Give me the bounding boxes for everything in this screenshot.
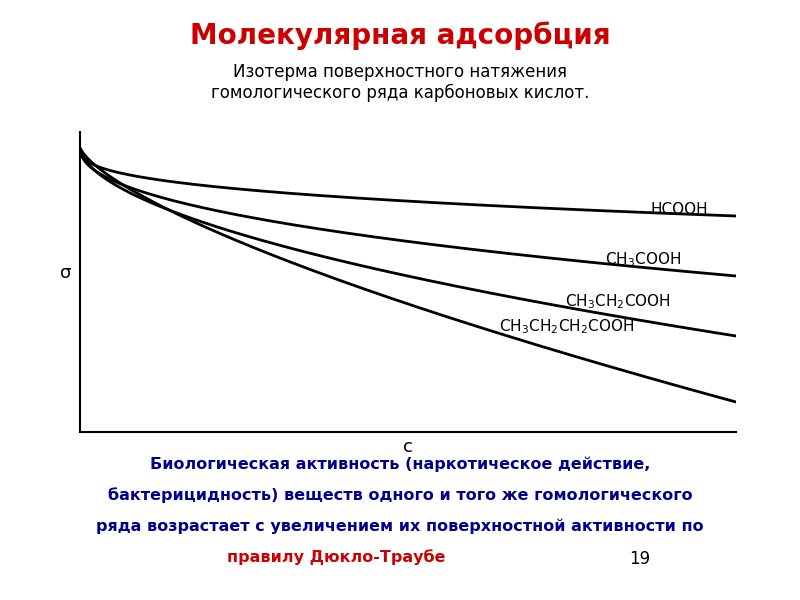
Text: ряда возрастает с увеличением их поверхностной активности по: ряда возрастает с увеличением их поверхн… [96, 518, 704, 534]
Y-axis label: σ: σ [61, 264, 72, 282]
Text: CH$_3$CH$_2$COOH: CH$_3$CH$_2$COOH [565, 292, 671, 311]
Text: Молекулярная адсорбция: Молекулярная адсорбция [190, 21, 610, 50]
Text: Изотерма поверхностного натяжения
гомологического ряда карбоновых кислот.: Изотерма поверхностного натяжения гомоло… [211, 63, 589, 102]
Text: Биологическая активность (наркотическое действие,: Биологическая активность (наркотическое … [150, 456, 650, 472]
Text: HCOOH: HCOOH [650, 202, 708, 217]
Text: CH$_3$COOH: CH$_3$COOH [605, 250, 681, 269]
Text: правилу Дюкло-Траубе: правилу Дюкло-Траубе [226, 550, 446, 565]
X-axis label: c: c [403, 437, 413, 455]
Text: бактерицидность) веществ одного и того же гомологического: бактерицидность) веществ одного и того ж… [108, 487, 692, 503]
Text: 19: 19 [630, 550, 650, 568]
Text: CH$_3$CH$_2$CH$_2$COOH: CH$_3$CH$_2$CH$_2$COOH [499, 317, 634, 336]
